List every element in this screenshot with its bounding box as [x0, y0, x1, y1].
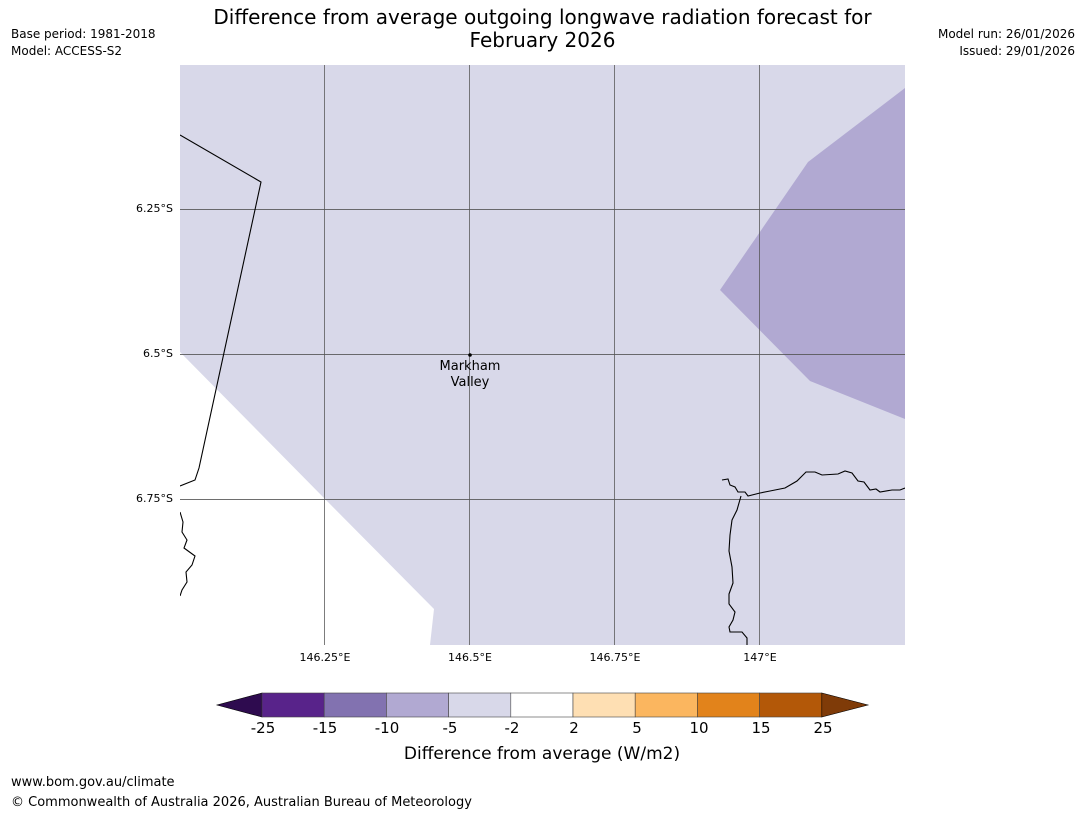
lon-label-1465: 146.5°E [448, 651, 492, 664]
coastlines [180, 134, 905, 645]
lat-label-675: 6.75°S [136, 492, 173, 505]
colorbar-bin [572, 692, 636, 718]
colorbar-bin [448, 692, 512, 718]
colorbar-bin [634, 692, 698, 718]
footer-copyright: © Commonwealth of Australia 2026, Austra… [11, 795, 472, 810]
colorbar-tick-label: -5 [442, 719, 458, 737]
title-line-1: Difference from average outgoing longwav… [213, 5, 872, 29]
issued-text: Issued: 29/01/2026 [959, 44, 1075, 58]
place-name-line-1: Markham [439, 359, 501, 374]
colorbar-tick-label: 2 [569, 719, 579, 737]
coastline-west [180, 511, 196, 597]
colorbar-bin [697, 692, 760, 718]
lon-label-14675: 146.75°E [589, 651, 641, 664]
colorbar-tick-label: -25 [250, 719, 276, 737]
region-minus10-to-minus5 [720, 88, 905, 419]
lat-label-650: 6.5°S [143, 347, 173, 360]
model-text: Model: ACCESS-S2 [11, 44, 123, 58]
colorbar-bin [759, 692, 823, 718]
colorbar-bin [510, 692, 574, 718]
base-period-text: Base period: 1981-2018 [11, 27, 156, 41]
footer-url: www.bom.gov.au/climate [11, 775, 175, 790]
colorbar-tick-label: 10 [689, 719, 709, 737]
lon-label-147: 147°E [743, 651, 777, 664]
place-label-markham-valley: Markham Valley [440, 359, 501, 391]
colorbar-tick-label: -15 [312, 719, 338, 737]
place-name-line-2: Valley [450, 375, 490, 390]
colorbar-tick-label: -2 [504, 719, 520, 737]
colorbar-tick-label: -10 [374, 719, 400, 737]
header-right-meta: Model run: 26/01/2026 Issued: 29/01/2026 [938, 26, 1075, 60]
border-line [180, 134, 262, 487]
colorbar-tick-label: 15 [751, 719, 771, 737]
colorbar-under-arrow [215, 692, 263, 718]
colorbar-tick-label: 25 [813, 719, 833, 737]
map-area [180, 65, 905, 645]
model-run-text: Model run: 26/01/2026 [937, 27, 1075, 41]
header-left-meta: Base period: 1981-2018 Model: ACCESS-S2 [11, 26, 156, 60]
colorbar-bin [386, 692, 449, 718]
map-title: Difference from average outgoing longwav… [180, 6, 905, 52]
lon-label-14625: 146.25°E [299, 651, 351, 664]
colorbar-tick-label: 5 [632, 719, 642, 737]
colorbar-over-arrow [821, 692, 870, 718]
colorbar [215, 692, 870, 718]
colorbar-bin [323, 692, 387, 718]
markham-valley-marker [468, 353, 472, 357]
lat-label-625: 6.25°S [136, 202, 173, 215]
colorbar-label: Difference from average (W/m2) [403, 744, 681, 764]
coastline-river [728, 495, 748, 645]
coastline-east [721, 470, 905, 497]
colorbar-bin [261, 692, 325, 718]
graticule [180, 65, 905, 645]
title-line-2: February 2026 [469, 28, 616, 52]
region-minus5-to-minus2 [180, 65, 905, 645]
